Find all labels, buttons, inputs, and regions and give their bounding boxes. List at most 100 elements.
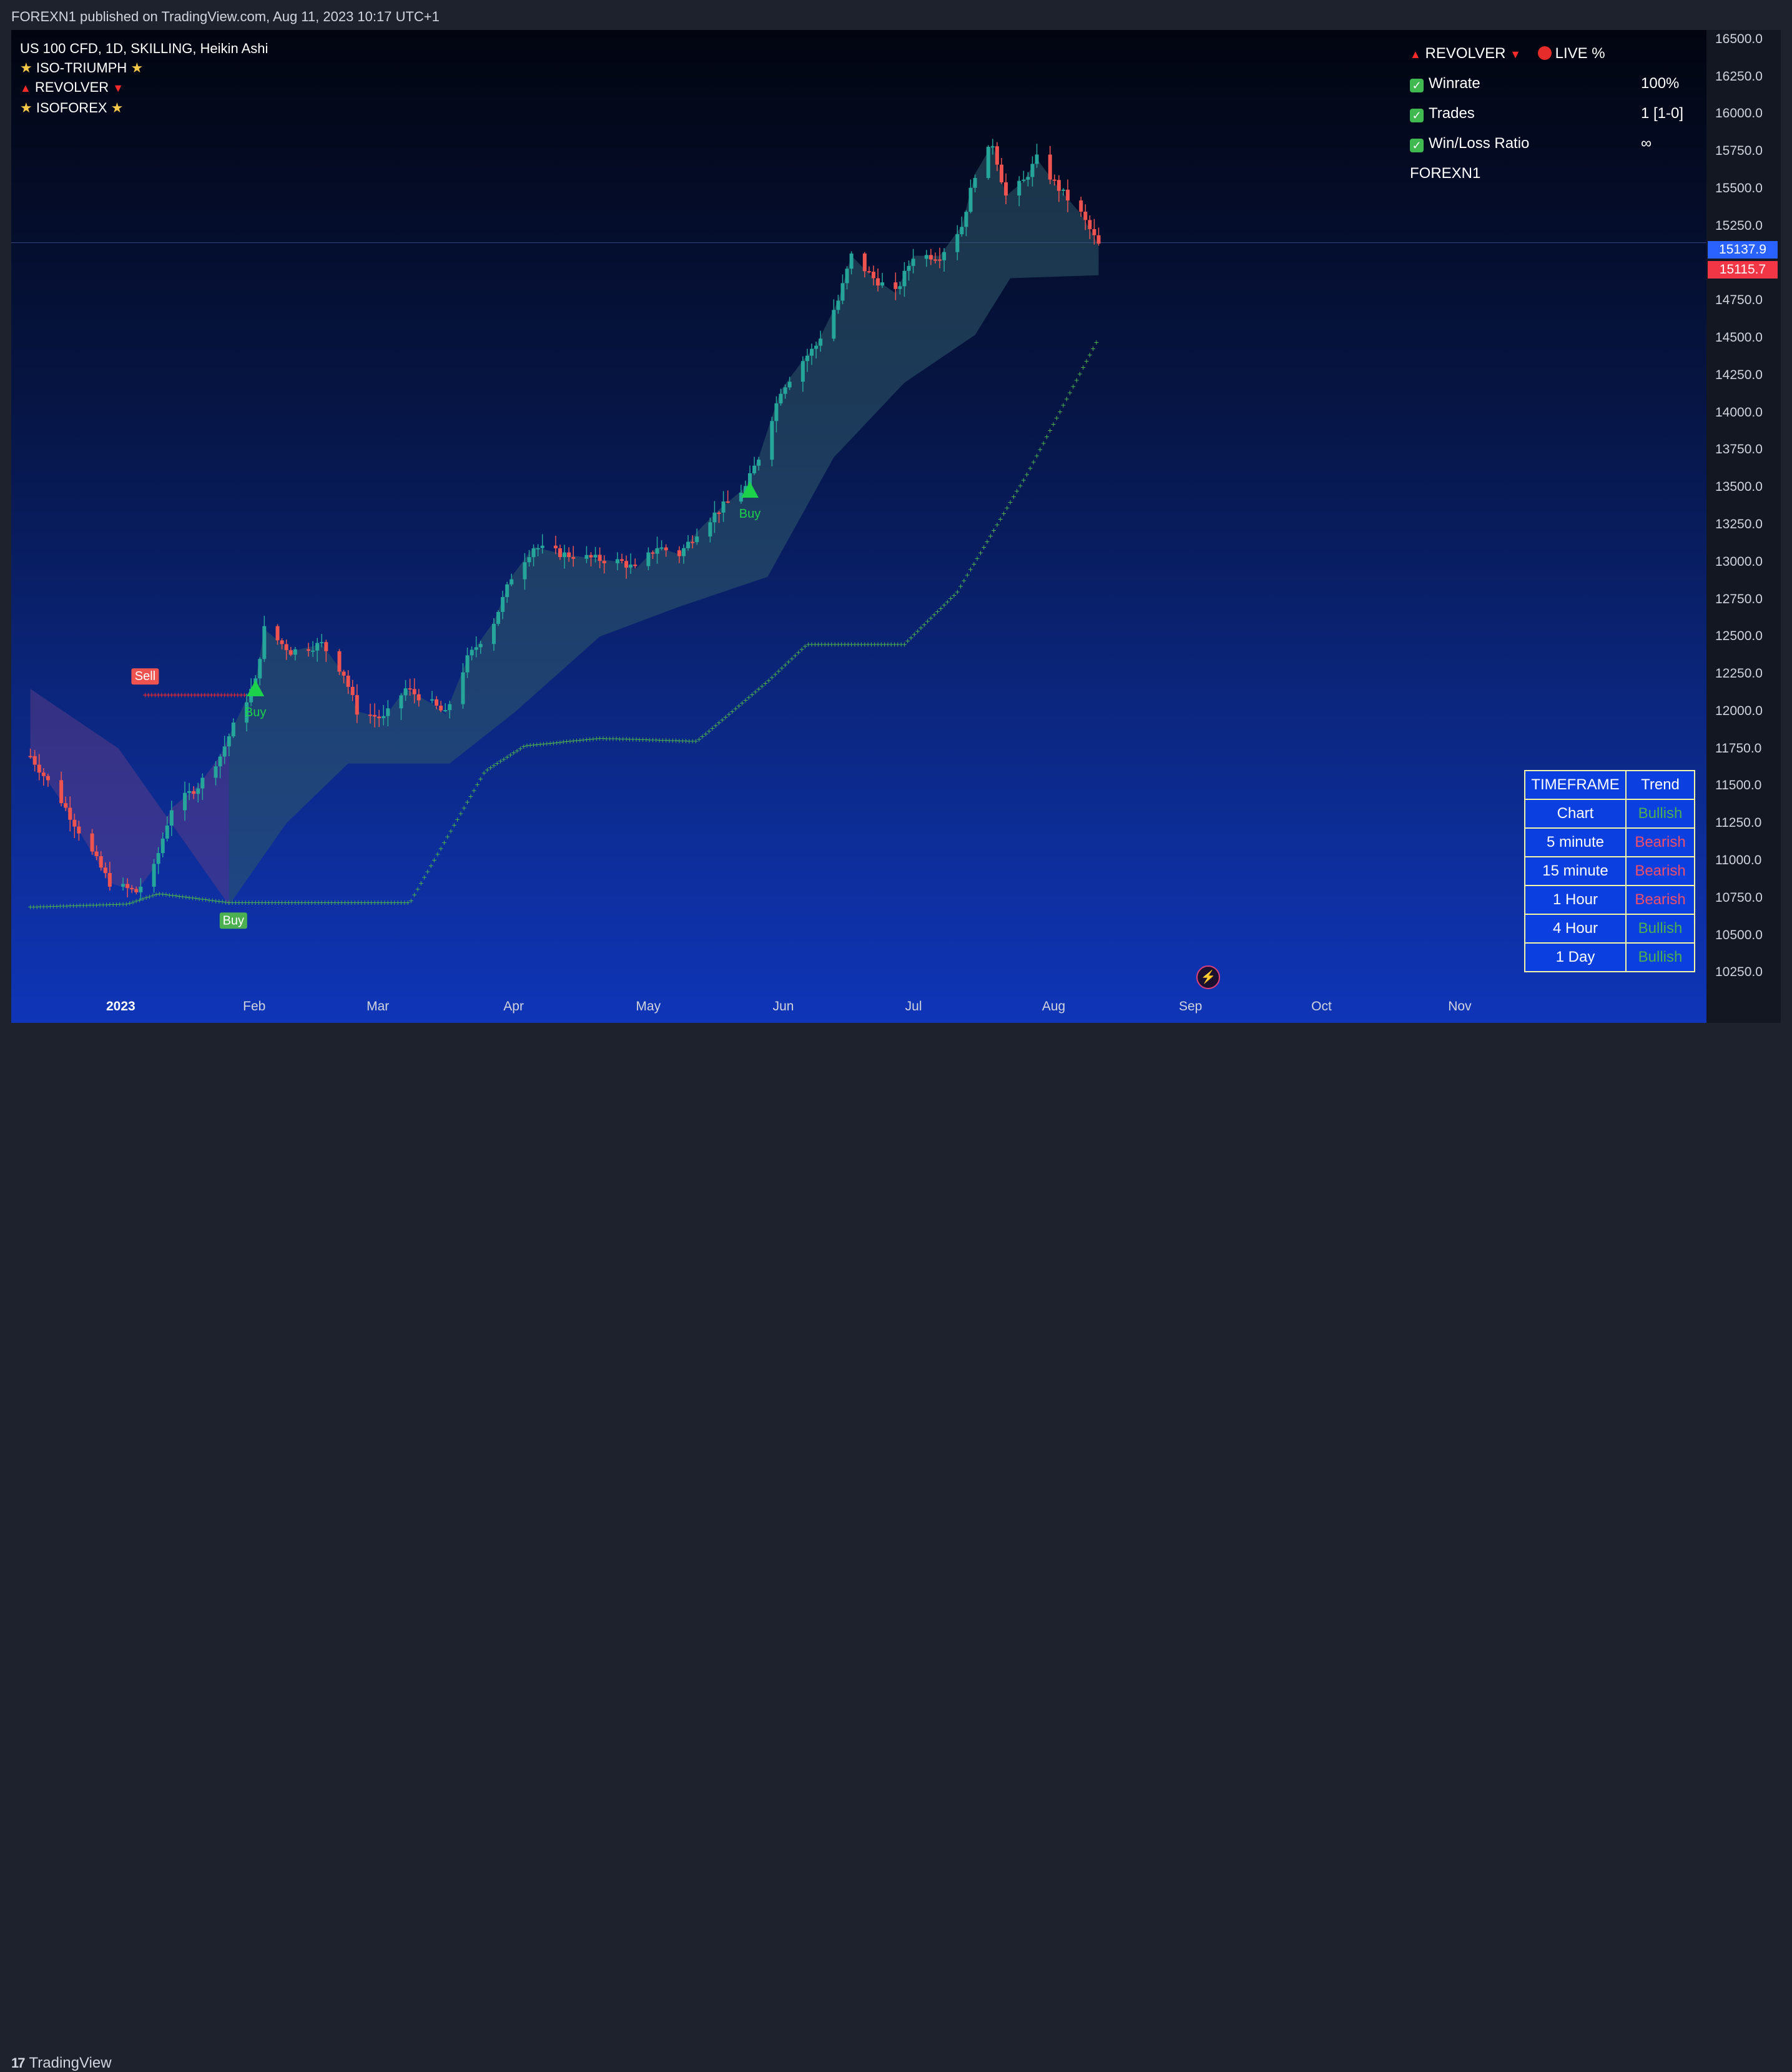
stats-label-wrap: ✓ Trades <box>1410 105 1475 122</box>
candle-body <box>1061 189 1065 191</box>
stats-label-wrap: ✓ Winrate <box>1410 75 1480 92</box>
trailing-stop-buy-dot: + <box>832 639 837 649</box>
trailing-stop-buy-dot: + <box>1011 491 1016 501</box>
trailing-stop-buy-dot: + <box>673 736 678 746</box>
trailing-stop-buy-dot: + <box>37 902 42 912</box>
trailing-stop-buy-dot: + <box>130 897 135 907</box>
trailing-stop-buy-dot: + <box>279 897 284 907</box>
trailing-stop-buy-dot: + <box>895 639 900 649</box>
tradingview-logo[interactable]: 17 TradingView <box>11 2055 112 2072</box>
stats-label: Win/Loss Ratio <box>1429 135 1530 152</box>
trailing-stop-buy-dot: + <box>392 897 397 907</box>
trailing-stop-buy-dot: + <box>1058 407 1063 417</box>
trailing-stop-buy-dot: + <box>998 514 1003 524</box>
trailing-stop-buy-dot: + <box>210 895 215 905</box>
trailing-stop-buy-dot: + <box>309 897 314 907</box>
trailing-stop-buy-dot: + <box>180 892 185 902</box>
trailing-stop-buy-dot: + <box>634 734 639 744</box>
trailing-stop-buy-dot: + <box>942 600 947 610</box>
trailing-stop-buy-dot: + <box>816 639 821 649</box>
trailing-stop-buy-dot: + <box>415 884 420 894</box>
trailing-stop-buy-dot: + <box>534 739 539 749</box>
candle-body <box>832 310 836 339</box>
trailing-stop-buy-dot: + <box>355 897 360 907</box>
trailing-stop-buy-dot: + <box>763 678 768 688</box>
trailing-stop-buy-dot: + <box>902 639 907 649</box>
trailing-stop-buy-dot: + <box>882 639 887 649</box>
trailing-stop-buy-dot: + <box>71 900 76 910</box>
x-tick-label: Oct <box>1311 999 1332 1014</box>
trailing-stop-buy-dot: + <box>644 734 649 744</box>
trailing-stop-buy-dot: + <box>1077 368 1082 378</box>
candle-body <box>964 212 968 227</box>
trailing-stop-buy-dot: + <box>398 897 403 907</box>
trailing-stop-buy-dot: + <box>438 843 443 853</box>
legend-item-isoforex[interactable]: ★ ISOFOREX ★ <box>20 98 268 117</box>
candle-body <box>748 473 752 486</box>
trailing-stop-buy-dot: + <box>733 703 738 713</box>
trailing-stop-buy-dot: + <box>594 733 599 743</box>
candle-body <box>686 541 691 548</box>
trailing-stop-buy-dot: + <box>329 897 334 907</box>
candle-body <box>536 548 540 550</box>
candlestick-chart-svg[interactable]: + + + + + + + + + + + + + + + + + + + + + + + + + + + + + + + + + + + + + + + +… <box>11 30 1706 1023</box>
candle-body <box>717 512 721 514</box>
legend-item-iso-triumph[interactable]: ★ ISO-TRIUMPH ★ <box>20 58 268 77</box>
star-icon: ★ <box>20 60 32 76</box>
price-axis[interactable] <box>1706 30 1781 1023</box>
trailing-stop-buy-dot: + <box>475 779 480 789</box>
trailing-stop-buy-dot: + <box>74 900 79 910</box>
trailing-stop-buy-dot: + <box>322 897 327 907</box>
trailing-stop-buy-dot: + <box>1087 350 1092 360</box>
y-tick-label: 15250.0 <box>1715 218 1763 233</box>
candle-body <box>659 547 664 549</box>
candle-body <box>739 492 743 502</box>
trailing-stop-buy-dot: + <box>1001 508 1006 518</box>
y-tick-label: 14250.0 <box>1715 367 1763 382</box>
y-tick-label: 13250.0 <box>1715 517 1763 532</box>
trailing-stop-buy-dot: + <box>584 734 589 744</box>
trailing-stop-buy-dot: + <box>928 613 933 623</box>
candle-body <box>646 552 651 566</box>
trailing-stop-buy-dot: + <box>319 897 324 907</box>
stats-title-row: ▲ REVOLVER ▼ LIVE % <box>1410 45 1697 75</box>
price-tag-last: 15115.7 <box>1708 261 1778 279</box>
y-tick-label: 15500.0 <box>1715 181 1763 196</box>
trailing-stop-buy-dot: + <box>217 896 222 906</box>
trailing-stop-buy-dot: + <box>369 897 374 907</box>
trailing-stop-buy-dot: + <box>107 899 112 909</box>
trailing-stop-buy-dot: + <box>412 890 417 900</box>
trailing-stop-buy-dot: + <box>144 892 149 902</box>
candle-body <box>589 555 593 558</box>
trailing-stop-buy-dot: + <box>117 899 122 909</box>
revolver-stats-panel: ▲ REVOLVER ▼ LIVE % ✓ Winrate 100% ✓ Trade… <box>1410 45 1697 195</box>
candle-body <box>840 283 845 301</box>
x-tick-label: Sep <box>1179 999 1203 1014</box>
legend-item-revolver[interactable]: ▲ REVOLVER ▼ <box>20 77 268 98</box>
candle-body <box>973 178 977 188</box>
trailing-stop-buy-dot: + <box>955 587 960 597</box>
trailing-stop-buy-dot: + <box>91 900 96 910</box>
trailing-stop-buy-dot: + <box>995 520 1000 530</box>
trailing-stop-buy-dot: + <box>1021 475 1026 485</box>
trailing-stop-buy-dot: + <box>64 900 69 910</box>
x-tick-label: Apr <box>503 999 524 1014</box>
candle-body <box>602 561 606 564</box>
trailing-stop-buy-dot: + <box>359 897 364 907</box>
trailing-stop-buy-dot: + <box>968 565 973 575</box>
trailing-stop-buy-dot: + <box>31 902 36 912</box>
trailing-stop-buy-dot: + <box>154 889 159 899</box>
trailing-stop-buy-dot: + <box>1044 432 1049 442</box>
lightning-icon[interactable]: ⚡ <box>1196 965 1220 989</box>
symbol-title[interactable]: US 100 CFD, 1D, SKILLING, Heikin Ashi <box>20 41 268 56</box>
candle-body <box>681 548 686 556</box>
chart-plot-area[interactable]: + + + + + + + + + + + + + + + + + + + + + + + + + + + + + + + + + + + + + + + +… <box>11 30 1706 1023</box>
trailing-stop-buy-dot: + <box>1081 362 1086 372</box>
trailing-stop-buy-dot: + <box>528 740 533 750</box>
trailing-stop-buy-dot: + <box>342 897 347 907</box>
trailing-stop-buy-dot: + <box>263 897 268 907</box>
table-row: 4 Hour Bullish <box>1524 914 1695 944</box>
trailing-stop-buy-dot: + <box>431 855 436 865</box>
candle-body <box>368 714 372 716</box>
trailing-stop-sell-dot: + <box>189 690 194 700</box>
